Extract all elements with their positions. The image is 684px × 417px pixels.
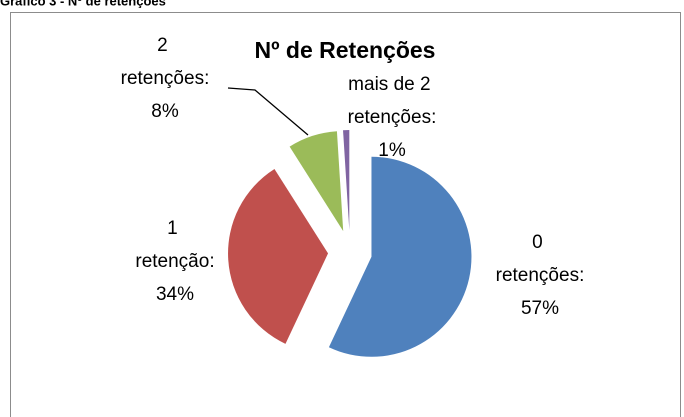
slice-value-label: 1% [378,140,406,161]
slice-category-label: 1 retenção: [135,218,214,272]
chart-frame [10,12,681,417]
caption: Gráfico 3 - Nº de retenções [0,0,166,8]
pie-slice [289,131,344,232]
slice-value-label: 8% [151,101,179,122]
slice-category-label: 2 retenções: [121,35,210,89]
pie-slice [343,130,350,231]
leader-line [227,87,309,136]
pie-slice [228,168,329,344]
slice-value-label: 34% [156,284,194,305]
pie-slice [328,156,472,357]
slice-category-label: mais de 2 retenções: [348,74,437,128]
slice-category-label: 0 retenções: [496,232,585,286]
slice-value-label: 57% [521,298,559,319]
chart-title: Nº de Retenções [255,37,436,63]
